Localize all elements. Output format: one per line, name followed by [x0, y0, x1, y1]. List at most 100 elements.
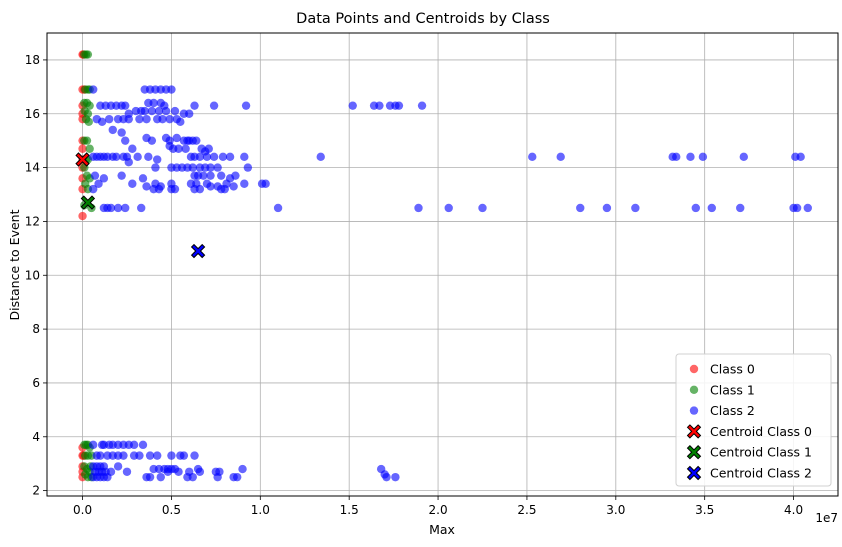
class-2-point	[417, 101, 427, 110]
class-2-point	[202, 152, 212, 162]
class-2-point	[142, 182, 151, 191]
class-2-point	[190, 451, 199, 460]
class-2-point	[199, 171, 208, 180]
class-2-point	[121, 101, 130, 110]
x-tick-label: 4.0	[784, 503, 803, 517]
class-2-point	[138, 174, 148, 183]
class-2-point	[165, 114, 174, 124]
class-1-point	[84, 117, 93, 127]
class-2-point	[261, 179, 270, 188]
class-2-point	[602, 203, 612, 213]
class-2-point	[174, 144, 183, 153]
class-2-point	[576, 203, 585, 213]
class-2-point	[90, 171, 100, 180]
class-2-point	[124, 114, 133, 124]
x-tick-label: 0.0	[73, 503, 92, 517]
class-2-point	[112, 152, 121, 162]
class-2-point	[163, 467, 173, 476]
class-2-point	[231, 171, 240, 180]
class-2-point	[556, 152, 565, 162]
class-2-point	[142, 114, 151, 124]
x-tick-label: 2.5	[517, 503, 536, 517]
class-2-point	[192, 136, 201, 145]
class-2-point	[240, 179, 249, 188]
legend-label: Centroid Class 2	[710, 466, 812, 481]
class-2-point	[129, 440, 139, 450]
class-2-point	[698, 152, 708, 162]
class-2-point	[739, 152, 748, 162]
legend-marker	[689, 385, 699, 394]
class-2-point	[133, 152, 142, 162]
class-2-point	[225, 152, 235, 162]
class-2-point	[176, 117, 185, 127]
class-2-point	[213, 472, 222, 482]
class-2-point	[128, 179, 137, 188]
class-0-point	[78, 144, 87, 153]
class-2-point	[691, 203, 700, 213]
legend: Class 0 Class 1 Class 2 Centroid Class 0 Cen…	[675, 353, 832, 487]
class-2-point	[316, 152, 325, 162]
legend-marker	[689, 406, 699, 415]
class-2-point	[174, 467, 183, 476]
centroid-class-1-marker	[80, 195, 96, 210]
class-2-point	[391, 472, 400, 482]
class-0-point	[78, 211, 87, 221]
class-2-point	[414, 203, 423, 213]
legend-marker	[686, 465, 702, 481]
class-2-point	[121, 136, 130, 145]
class-2-point	[188, 163, 197, 172]
x-tick-label: 2.0	[429, 503, 448, 517]
class-2-point	[121, 203, 130, 213]
class-2-point	[105, 114, 114, 124]
class-2-point	[444, 203, 453, 213]
chart-title: Data Points and Centroids by Class	[296, 11, 550, 27]
class-2-point	[153, 451, 162, 460]
class-1-point	[82, 136, 92, 145]
axis-ticks: 0.0 0.5 1.0 1.5 2.0 2.5 3.0 3.5 4.0 2 4 6 8 10 12 14 16 1…	[25, 53, 803, 517]
class-2-point	[94, 179, 103, 188]
class-2-point	[167, 85, 176, 94]
class-2-point	[89, 85, 98, 94]
class-2-point	[672, 152, 681, 162]
x-tick-label: 3.5	[695, 503, 714, 517]
data-points	[78, 50, 812, 482]
class-2-point	[117, 171, 126, 180]
legend-label: Class 1	[710, 382, 755, 397]
class-2-point	[89, 184, 98, 194]
class-2-point	[195, 152, 205, 162]
legend-label: Class 0	[710, 362, 755, 377]
class-2-point	[273, 203, 283, 213]
centroids	[75, 152, 206, 259]
class-1-point	[85, 101, 94, 110]
class-2-point	[145, 472, 155, 482]
class-2-point	[188, 472, 197, 482]
class-2-point	[156, 472, 165, 482]
class-2-point	[803, 203, 812, 213]
y-tick-label: 14	[25, 161, 40, 175]
centroid-class-2-marker	[190, 243, 206, 259]
class-2-point	[375, 101, 384, 110]
y-tick-label: 8	[32, 322, 40, 336]
class-2-point	[394, 101, 404, 110]
class-2-point	[213, 163, 222, 172]
class-2-point	[243, 163, 253, 172]
class-2-point	[185, 109, 194, 118]
class-2-point	[179, 451, 189, 460]
x-tick-label: 1.5	[340, 503, 359, 517]
legend-marker	[689, 364, 699, 374]
class-2-point	[172, 133, 181, 143]
class-2-point	[103, 472, 112, 482]
class-2-point	[707, 203, 716, 213]
class-2-point	[206, 163, 215, 172]
class-2-point	[167, 451, 176, 460]
class-2-point	[147, 106, 157, 116]
class-2-point	[135, 451, 144, 460]
x-tick-label: 1.0	[251, 503, 270, 517]
class-2-point	[195, 184, 205, 194]
class-2-point	[528, 152, 537, 162]
class-2-point	[89, 440, 98, 450]
y-tick-label: 10	[25, 268, 40, 282]
class-2-point	[220, 184, 229, 194]
class-2-point	[138, 440, 148, 450]
